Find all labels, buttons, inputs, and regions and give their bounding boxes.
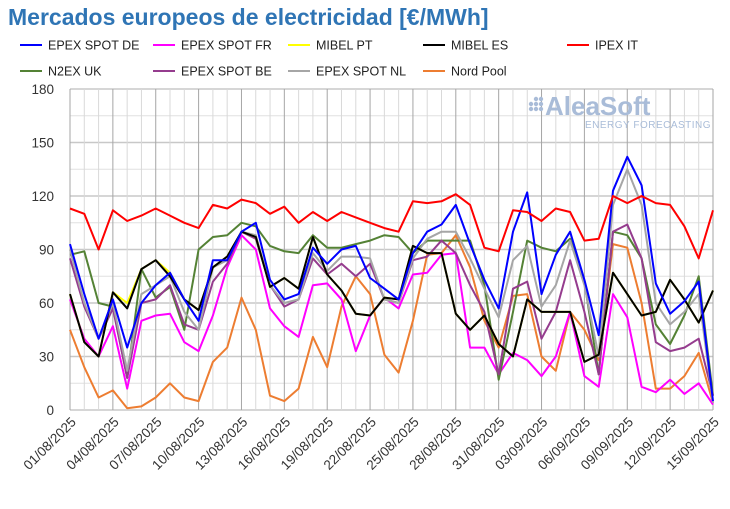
legend-item: MIBEL ES bbox=[423, 39, 508, 53]
legend-item: EPEX SPOT FR bbox=[153, 39, 272, 53]
logo-dot bbox=[538, 106, 544, 112]
legend-label: MIBEL PT bbox=[316, 39, 373, 53]
y-tick-label: 0 bbox=[46, 403, 54, 418]
legend-item: IPEX IT bbox=[567, 39, 638, 53]
logo-dot bbox=[528, 106, 534, 112]
logo-brand: AleaSoft bbox=[545, 91, 651, 121]
legend-item: Nord Pool bbox=[423, 65, 507, 79]
legend-label: EPEX SPOT FR bbox=[181, 39, 272, 53]
legend-item: MIBEL PT bbox=[288, 39, 373, 53]
logo-dot bbox=[533, 96, 539, 102]
legend-item: EPEX SPOT BE bbox=[153, 65, 272, 79]
logo-dot bbox=[528, 101, 534, 107]
legend-label: IPEX IT bbox=[595, 39, 638, 53]
legend-item: N2EX UK bbox=[20, 65, 102, 79]
legend-label: N2EX UK bbox=[48, 65, 102, 79]
logo-tagline: ENERGY FORECASTING bbox=[585, 120, 711, 131]
series-line-mibel-pt bbox=[69, 230, 714, 363]
y-tick-label: 120 bbox=[31, 189, 54, 204]
legend-label: EPEX SPOT BE bbox=[181, 65, 272, 79]
legend-item: EPEX SPOT DE bbox=[20, 39, 139, 53]
series-line-n2ex-uk bbox=[69, 221, 714, 396]
chart-title: Mercados europeos de electricidad [€/MWh… bbox=[8, 4, 489, 30]
y-tick-label: 30 bbox=[39, 350, 54, 365]
legend-label: EPEX SPOT DE bbox=[48, 39, 139, 53]
legend-label: MIBEL ES bbox=[451, 39, 508, 53]
y-tick-label: 150 bbox=[31, 136, 54, 151]
logo-dot bbox=[533, 101, 539, 107]
legend-label: Nord Pool bbox=[451, 65, 507, 79]
series-line-epex-spot-fr bbox=[69, 234, 714, 406]
legend-label: EPEX SPOT NL bbox=[316, 65, 406, 79]
series-line-ipex-it bbox=[69, 193, 714, 260]
y-tick-label: 180 bbox=[31, 82, 54, 97]
y-tick-label: 60 bbox=[39, 296, 54, 311]
series-line-epex-spot-nl bbox=[69, 168, 714, 404]
legend-item: EPEX SPOT NL bbox=[288, 65, 406, 79]
logo-dot bbox=[538, 101, 544, 107]
logo-dot bbox=[533, 106, 539, 112]
y-tick-label: 90 bbox=[39, 243, 54, 258]
series-line-mibel-es bbox=[69, 230, 714, 363]
series-line-epex-spot-de bbox=[69, 155, 714, 402]
logo-dot bbox=[538, 96, 544, 102]
series-line-nord-pool bbox=[69, 234, 714, 410]
